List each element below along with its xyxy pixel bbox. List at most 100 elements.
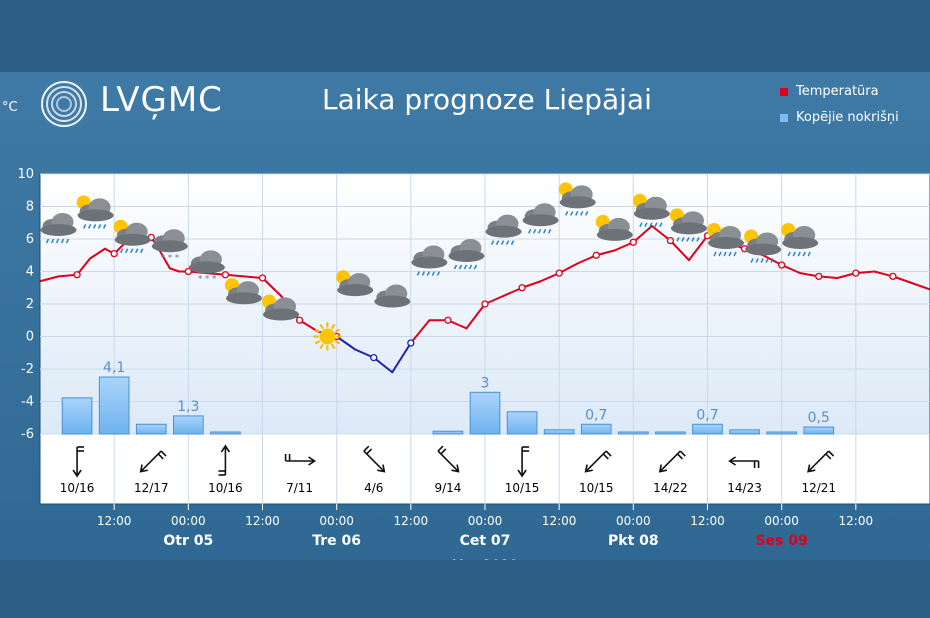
raindrop (426, 271, 431, 276)
raindrop (686, 237, 690, 242)
day-label: Pkt 08 (608, 533, 659, 549)
cloud-part (225, 292, 262, 305)
temperature-segment (409, 319, 431, 344)
temperature-point (666, 236, 675, 245)
precip-bar (803, 426, 835, 435)
precip-label: 0,5 (808, 410, 830, 426)
cloud-part (411, 256, 448, 269)
wind-head (451, 464, 460, 473)
wind-barb (160, 450, 167, 457)
raindrop (575, 211, 579, 216)
cloud-part (633, 207, 670, 220)
day-label: Tre 06 (312, 533, 361, 549)
cloud-part (40, 224, 77, 236)
wind-head (807, 464, 816, 473)
x-tick-label: 12:00 (97, 514, 132, 528)
precip-label: 3 (481, 375, 490, 391)
raindrop (649, 222, 653, 228)
wind-label: 4/6 (364, 481, 383, 495)
x-axis-title: Mar 2019 (452, 558, 519, 560)
wind-shaft (437, 450, 459, 472)
precip-label: 0,7 (585, 407, 607, 423)
sun-rain-cloud-icon (114, 222, 151, 246)
snow-cloud-icon (151, 229, 188, 253)
sun-ray (314, 328, 321, 333)
snowflake: * (198, 274, 203, 284)
sun-cloud-icon (596, 217, 633, 241)
sun-ray (334, 328, 341, 333)
day-label: Ses 09 (756, 533, 808, 549)
rain-cloud-icon (411, 245, 448, 269)
sun-rain-cloud-icon (633, 196, 670, 220)
wind-label: 10/15 (505, 481, 540, 495)
sun-cloud-icon (337, 273, 374, 297)
temperature-point (629, 238, 637, 246)
legend-swatch-precipitation (780, 113, 788, 122)
wind-arrow-icon (658, 450, 686, 473)
sun-ray (331, 323, 336, 330)
precip-label: 1,3 (177, 399, 199, 415)
snowflake: * (161, 253, 166, 263)
raindrop (807, 251, 811, 257)
cloud-part (337, 284, 374, 297)
wind-arrow-icon (139, 450, 167, 473)
cloud-part (670, 222, 707, 235)
raindrop (728, 251, 732, 257)
wind-barb (828, 450, 835, 457)
temperature-point (370, 353, 378, 362)
raindrop (510, 240, 515, 245)
lvgmc-logo-icon (41, 81, 87, 127)
raindrop (750, 258, 754, 263)
y-tick-label: -6 (21, 427, 34, 442)
raindrop (65, 238, 70, 244)
wind-label: 12/21 (801, 481, 836, 495)
raindrop (495, 240, 500, 245)
raindrop (718, 251, 722, 257)
cloud-part (485, 225, 522, 238)
temperature-point (221, 271, 230, 279)
raindrop (787, 251, 791, 257)
precip-bar (543, 429, 575, 435)
y-tick-label: 4 (26, 265, 34, 280)
day-label: Cet 07 (460, 533, 511, 549)
raindrop (102, 224, 107, 229)
precip-bar (655, 431, 686, 435)
temperature-point (407, 339, 415, 347)
wind-label: 10/15 (579, 481, 614, 495)
raindrop (802, 251, 806, 257)
snowflake: * (212, 274, 217, 284)
raindrop (45, 238, 50, 244)
wind-barb (157, 453, 164, 460)
wind-arrow-icon (728, 456, 760, 468)
raindrop (473, 264, 478, 270)
raindrop (130, 248, 134, 254)
page-title: Laika prognoze Liepājai (322, 83, 652, 116)
precip-bar (618, 431, 649, 435)
wind-arrow-icon (807, 450, 835, 473)
raindrop (760, 258, 764, 263)
sun-rain-cloud-icon (782, 226, 819, 249)
sun-cloud-icon (263, 297, 300, 321)
wind-shaft (140, 450, 162, 472)
raindrop (792, 251, 796, 257)
cloud-part (77, 209, 114, 222)
wind-label: 10/16 (60, 481, 95, 495)
x-tick-label: 12:00 (839, 514, 874, 528)
temperature-segment (39, 275, 60, 283)
precip-bar (469, 391, 501, 435)
raindrop (82, 224, 87, 229)
temperature-segment (168, 267, 181, 273)
cloud-part (263, 308, 300, 321)
temperature-segment (910, 281, 930, 291)
sun-rain-cloud-icon (77, 198, 114, 222)
x-tick-label: 12:00 (394, 514, 429, 528)
y-tick-label: 8 (26, 200, 34, 215)
y-tick-label: 6 (26, 232, 34, 247)
legend-item-temperature: Temperatūra (780, 84, 879, 99)
precip-bar (98, 376, 130, 435)
raindrop (585, 211, 589, 216)
raindrop (120, 248, 124, 254)
cloud-part (782, 237, 819, 249)
raindrop (55, 238, 60, 244)
